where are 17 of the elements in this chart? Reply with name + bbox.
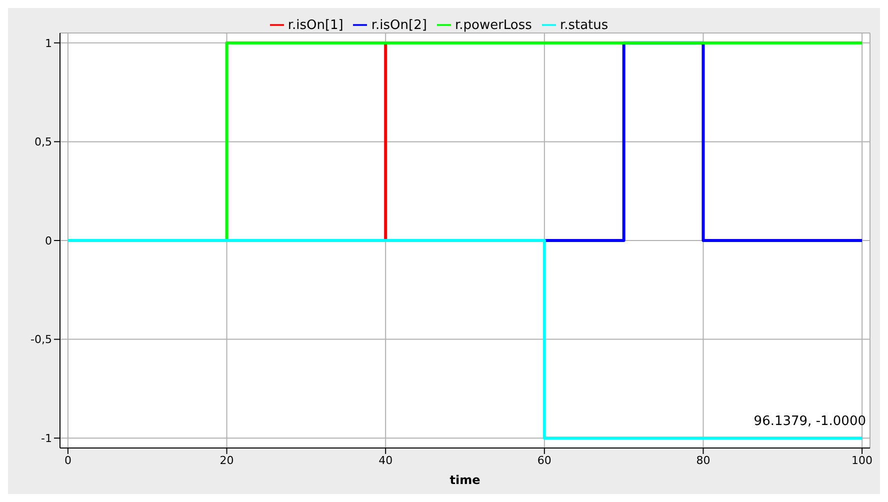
x-tick-label: 40 [378, 454, 393, 467]
legend-label: r.isOn[2] [371, 18, 427, 33]
y-tick-label: 1 [45, 36, 52, 50]
x-tick-label: 60 [537, 454, 552, 467]
x-axis-title: time [450, 473, 480, 487]
legend-label: r.isOn[1] [288, 18, 344, 33]
y-tick-label: -1 [41, 432, 52, 446]
legend-label: r.status [560, 18, 608, 33]
x-tick-label: 20 [220, 454, 234, 467]
legend-label: r.powerLoss [454, 18, 532, 33]
y-tick-label: 0,5 [34, 136, 52, 149]
y-tick-label: -0,5 [30, 333, 52, 346]
x-tick-label: 100 [852, 454, 873, 467]
y-tick-label: 0 [45, 234, 52, 248]
x-tick-label: 80 [696, 454, 710, 467]
annotation: 96.1379, -1.0000 [754, 414, 866, 429]
x-tick-label: 0 [64, 454, 72, 467]
